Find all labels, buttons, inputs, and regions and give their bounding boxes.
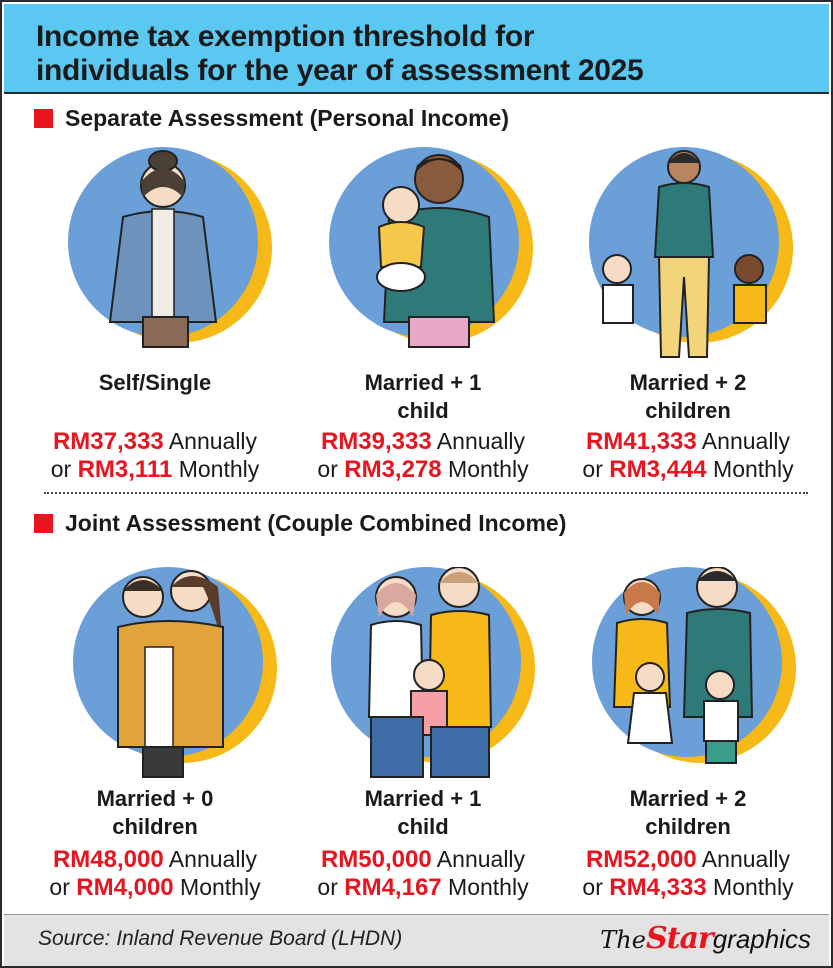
section-heading-joint: Joint Assessment (Couple Combined Income… [34,508,566,538]
couple-two-children-icon [612,567,754,764]
mother-two-children-icon [602,150,767,358]
card-label-line-2: child [397,398,449,423]
card-label-line-2: children [645,814,731,839]
monthly-amount: or RM3,444 Monthly [582,456,794,483]
annual-amount: RM37,333 Annually [52,428,258,455]
title-banner: Income tax exemption threshold for indiv… [4,4,829,94]
card-label-line-2: children [645,398,731,423]
card-label: Married + 0 [96,786,214,811]
couple-one-child-icon [367,567,493,778]
section-divider [44,492,808,494]
monthly-amount: or RM4,000 Monthly [49,874,261,901]
the-star-graphics-logo: The Star graphics [600,921,811,956]
monthly-amount: or RM4,167 Monthly [317,874,529,901]
card-self-single: Self/Single RM37,333 Annually or RM3,111… [21,147,289,487]
footer-bar: Source: Inland Revenue Board (LHDN) The S… [4,914,829,966]
annual-amount: RM39,333 Annually [320,428,526,455]
title-line-1: Income tax exemption threshold for [36,20,535,53]
card-label: Married + 1 [364,370,482,395]
woman-denim-jacket-icon [108,150,218,348]
card-married-2-children-joint: Married + 2 children RM52,000 Annually o… [554,567,822,907]
annual-amount: RM52,000 Annually [585,846,791,873]
monthly-amount: or RM3,278 Monthly [317,456,529,483]
source-note: Source: Inland Revenue Board (LHDN) [38,927,403,950]
card-label: Married + 2 [629,370,747,395]
card-married-2-children-separate: Married + 2 children RM41,333 Annually o… [554,147,822,487]
monthly-amount: or RM4,333 Monthly [582,874,794,901]
father-holding-baby-icon [376,154,496,348]
card-label: Married + 1 [364,786,482,811]
monthly-amount: or RM3,111 Monthly [50,456,260,483]
annual-amount: RM48,000 Annually [52,846,258,873]
couple-hugging-icon [117,570,224,778]
card-married-1-child-separate: Married + 1 child RM39,333 Annually or R… [289,147,557,487]
card-label: Married + 2 [629,786,747,811]
card-label-line-2: children [112,814,198,839]
red-square-bullet-icon [34,513,53,533]
title-line-2: individuals for the year of assessment 2… [36,54,644,87]
annual-amount: RM41,333 Annually [585,428,791,455]
section-heading-separate: Separate Assessment (Personal Income) [34,103,509,133]
card-married-1-child-joint: Married + 1 child RM50,000 Annually or R… [289,567,557,907]
card-married-0-children-joint: Married + 0 children RM48,000 Annually o… [21,567,289,907]
card-label: Self/Single [98,370,212,395]
red-square-bullet-icon [34,108,53,128]
card-label-line-2: child [397,814,449,839]
annual-amount: RM50,000 Annually [320,846,526,873]
